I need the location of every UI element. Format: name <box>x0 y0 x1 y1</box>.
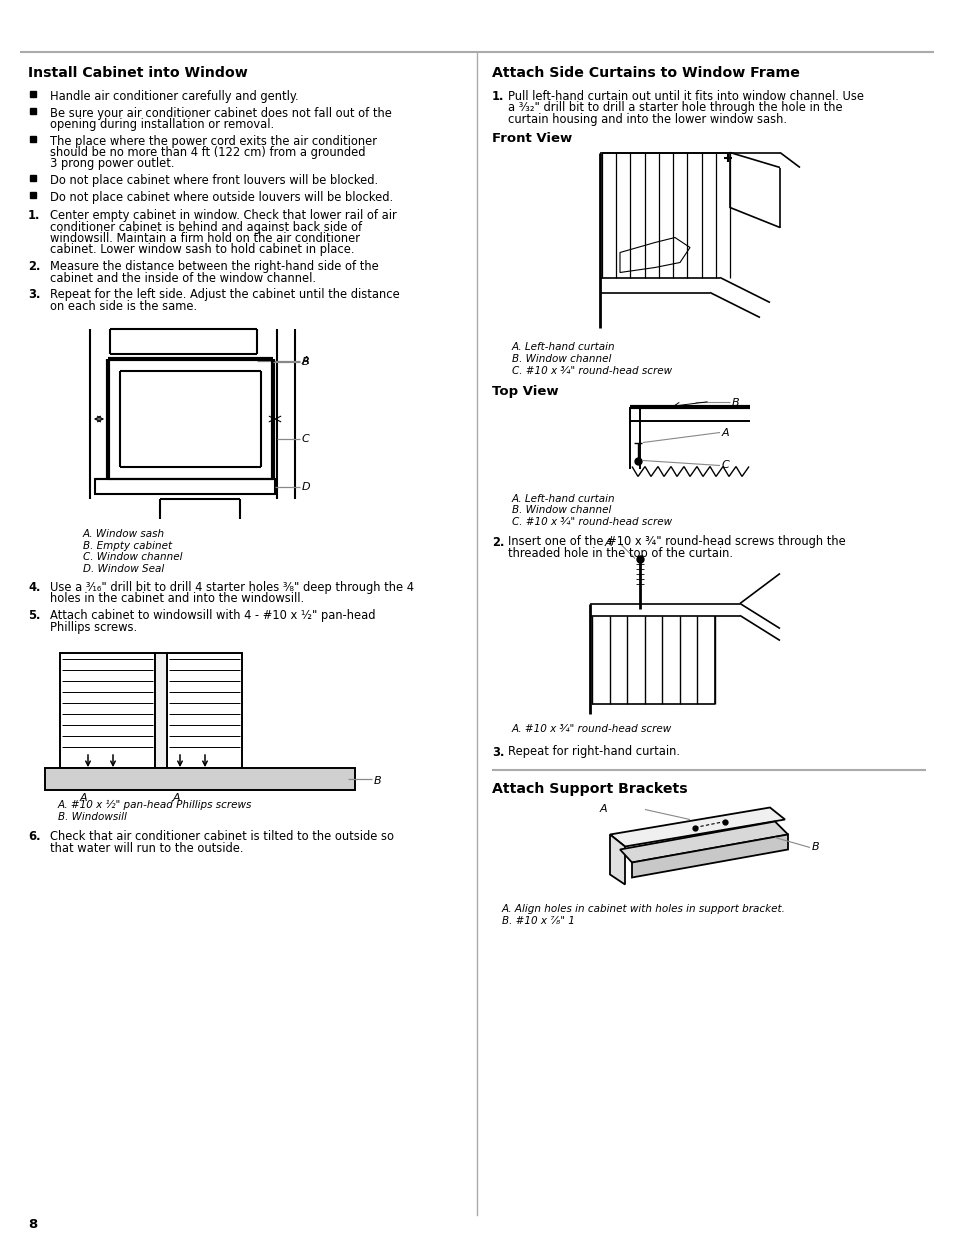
Text: A. #10 x ¾" round-head screw: A. #10 x ¾" round-head screw <box>512 724 672 734</box>
Text: 3.: 3. <box>492 746 504 758</box>
Bar <box>167 653 242 768</box>
Text: B: B <box>731 399 739 409</box>
Bar <box>30 191 36 198</box>
Bar <box>30 91 36 98</box>
Text: Attach Side Curtains to Window Frame: Attach Side Curtains to Window Frame <box>492 65 799 80</box>
Bar <box>60 653 154 768</box>
Text: a ³⁄₃₂" drill bit to drill a starter hole through the hole in the: a ³⁄₃₂" drill bit to drill a starter hol… <box>507 101 841 115</box>
Bar <box>30 136 36 142</box>
Text: D: D <box>302 482 311 492</box>
Text: Install Cabinet into Window: Install Cabinet into Window <box>28 65 248 80</box>
Text: Check that air conditioner cabinet is tilted to the outside so: Check that air conditioner cabinet is ti… <box>50 830 394 844</box>
Text: B: B <box>374 776 381 785</box>
Text: A: A <box>80 793 88 803</box>
Text: A. #10 x ½" pan-head Phillips screws
B. Windowsill: A. #10 x ½" pan-head Phillips screws B. … <box>58 800 253 821</box>
Text: 5.: 5. <box>28 609 40 622</box>
Bar <box>154 653 167 768</box>
Text: Do not place cabinet where outside louvers will be blocked.: Do not place cabinet where outside louve… <box>50 190 393 204</box>
Text: Top View: Top View <box>492 384 558 398</box>
Text: curtain housing and into the lower window sash.: curtain housing and into the lower windo… <box>507 112 786 126</box>
Polygon shape <box>609 808 784 846</box>
Text: A. Align holes in cabinet with holes in support bracket.
B. #10 x ⁷⁄₈" 1: A. Align holes in cabinet with holes in … <box>501 904 785 926</box>
Text: opening during installation or removal.: opening during installation or removal. <box>50 119 274 131</box>
Text: on each side is the same.: on each side is the same. <box>50 300 197 312</box>
Text: Handle air conditioner carefully and gently.: Handle air conditioner carefully and gen… <box>50 90 298 103</box>
Text: Phillips screws.: Phillips screws. <box>50 620 137 634</box>
Text: A: A <box>721 427 729 437</box>
Text: Measure the distance between the right-hand side of the: Measure the distance between the right-h… <box>50 261 378 273</box>
Text: A: A <box>302 356 310 366</box>
Polygon shape <box>619 237 689 273</box>
Text: A: A <box>599 804 607 815</box>
Text: 6.: 6. <box>28 830 40 844</box>
Text: cabinet and the inside of the window channel.: cabinet and the inside of the window cha… <box>50 272 315 284</box>
Text: holes in the cabinet and into the windowsill.: holes in the cabinet and into the window… <box>50 593 304 605</box>
Bar <box>95 479 274 494</box>
Text: Front View: Front View <box>492 132 572 146</box>
Text: 2.: 2. <box>492 536 504 548</box>
Text: should be no more than 4 ft (122 cm) from a grounded: should be no more than 4 ft (122 cm) fro… <box>50 146 365 159</box>
Text: Pull left-hand curtain out until it fits into window channel. Use: Pull left-hand curtain out until it fits… <box>507 90 863 103</box>
Text: A. Left-hand curtain
B. Window channel
C. #10 x ¾" round-head screw: A. Left-hand curtain B. Window channel C… <box>512 342 672 375</box>
Text: 3 prong power outlet.: 3 prong power outlet. <box>50 158 174 170</box>
Text: Repeat for the left side. Adjust the cabinet until the distance: Repeat for the left side. Adjust the cab… <box>50 288 399 301</box>
Text: B: B <box>811 842 819 852</box>
Text: that water will run to the outside.: that water will run to the outside. <box>50 841 243 855</box>
Text: Do not place cabinet where front louvers will be blocked.: Do not place cabinet where front louvers… <box>50 174 377 186</box>
Text: 4.: 4. <box>28 580 40 594</box>
Text: Attach cabinet to windowsill with 4 - #10 x ½" pan-head: Attach cabinet to windowsill with 4 - #1… <box>50 609 375 622</box>
Text: 1.: 1. <box>28 209 40 222</box>
Text: 8: 8 <box>28 1218 37 1231</box>
Text: threaded hole in the top of the curtain.: threaded hole in the top of the curtain. <box>507 547 732 559</box>
Text: windowsill. Maintain a firm hold on the air conditioner: windowsill. Maintain a firm hold on the … <box>50 232 359 245</box>
Text: cabinet. Lower window sash to hold cabinet in place.: cabinet. Lower window sash to hold cabin… <box>50 243 355 257</box>
Text: Use a ³⁄₁₆" drill bit to drill 4 starter holes ³⁄₈" deep through the 4: Use a ³⁄₁₆" drill bit to drill 4 starter… <box>50 580 414 594</box>
Text: B: B <box>302 357 310 367</box>
Text: Repeat for right-hand curtain.: Repeat for right-hand curtain. <box>507 746 679 758</box>
Text: A. Window sash
B. Empty cabinet
C. Window channel
D. Window Seal: A. Window sash B. Empty cabinet C. Windo… <box>83 529 182 574</box>
Text: A: A <box>172 793 180 803</box>
Text: The place where the power cord exits the air conditioner: The place where the power cord exits the… <box>50 135 376 147</box>
Polygon shape <box>631 835 787 878</box>
Bar <box>45 768 355 790</box>
Text: 3.: 3. <box>28 288 40 301</box>
Text: C: C <box>721 461 729 471</box>
Text: 2.: 2. <box>28 261 40 273</box>
Bar <box>30 175 36 182</box>
Text: Insert one of the #10 x ¾" round-head screws through the: Insert one of the #10 x ¾" round-head sc… <box>507 536 845 548</box>
Text: C: C <box>302 433 310 445</box>
Text: conditioner cabinet is behind and against back side of: conditioner cabinet is behind and agains… <box>50 221 362 233</box>
Polygon shape <box>619 821 787 862</box>
Text: Be sure your air conditioner cabinet does not fall out of the: Be sure your air conditioner cabinet doe… <box>50 106 392 120</box>
Text: A: A <box>604 538 612 548</box>
Polygon shape <box>609 835 624 884</box>
Bar <box>30 107 36 114</box>
Text: A. Left-hand curtain
B. Window channel
C. #10 x ¾" round-head screw: A. Left-hand curtain B. Window channel C… <box>512 494 672 526</box>
Text: 1.: 1. <box>492 90 504 103</box>
Text: Attach Support Brackets: Attach Support Brackets <box>492 782 687 795</box>
Text: Center empty cabinet in window. Check that lower rail of air: Center empty cabinet in window. Check th… <box>50 209 396 222</box>
